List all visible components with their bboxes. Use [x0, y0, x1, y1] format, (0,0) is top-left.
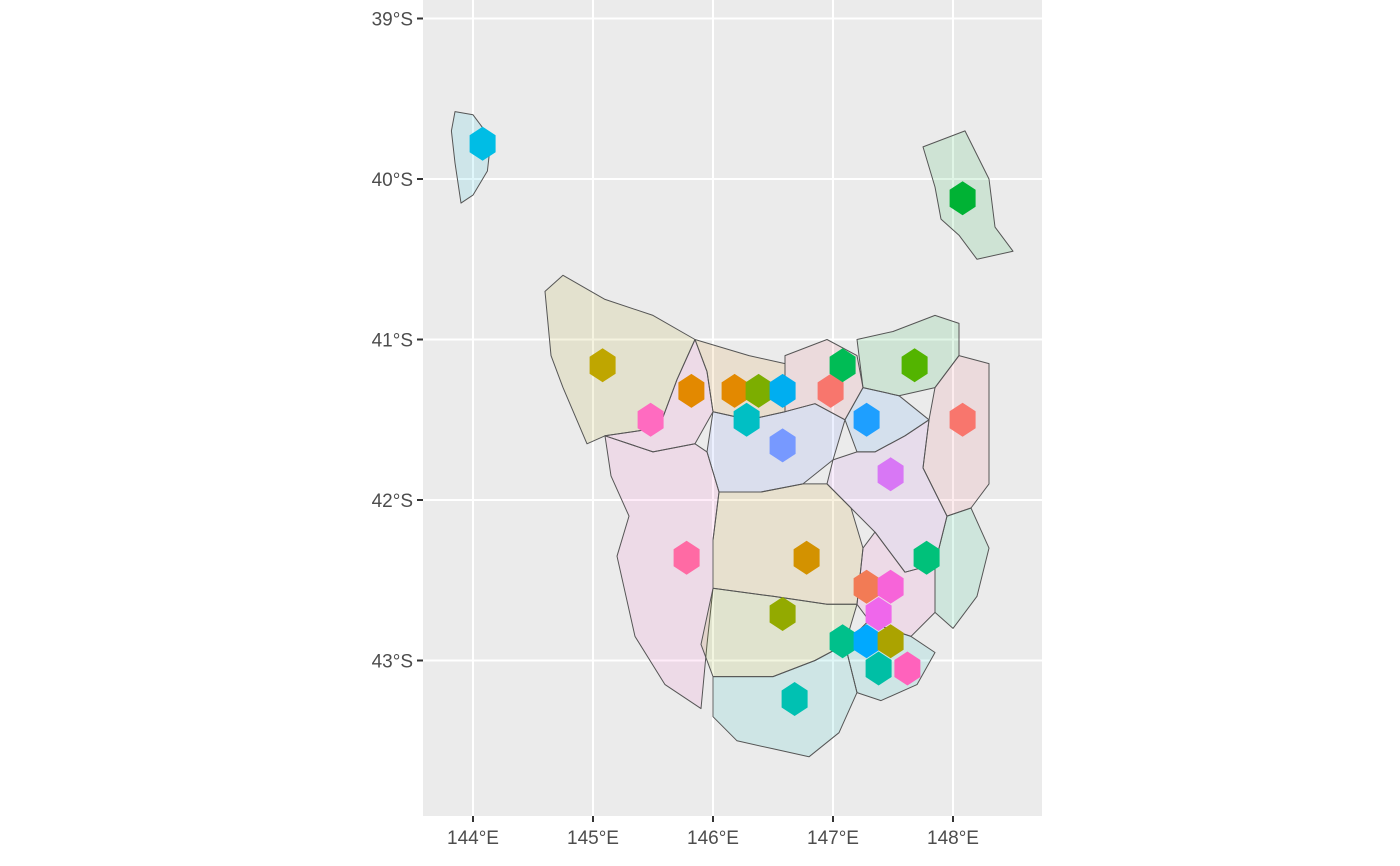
hexagon-marker: [853, 569, 880, 604]
y-tick-label: 41°S: [372, 331, 413, 352]
hexagon-marker: [853, 624, 880, 659]
y-tick-label: 42°S: [372, 491, 413, 512]
hexagon-marker: [793, 540, 820, 575]
hexagon-marker: [865, 651, 892, 686]
hexagon-marker: [733, 402, 760, 437]
panel-background: [423, 0, 1042, 816]
hexagon-marker: [721, 373, 748, 408]
hexagon-marker: [877, 569, 904, 604]
hexagon-marker: [829, 348, 856, 383]
y-tick-label: 43°S: [372, 652, 413, 673]
hexagon-marker: [894, 651, 921, 686]
hexagon-marker: [469, 126, 496, 161]
hexagon-markers: [469, 126, 976, 716]
region-polygon: [604, 435, 720, 710]
hexagon-marker: [877, 624, 904, 659]
hexagon-marker: [673, 540, 700, 575]
hexagon-marker: [865, 597, 892, 631]
hexagon-marker: [913, 540, 940, 575]
hexagon-marker: [769, 597, 796, 631]
hexagon-marker: [829, 624, 856, 659]
hexagon-marker: [745, 373, 772, 408]
hexagon-marker: [637, 402, 664, 437]
grid-lines: [423, 0, 1042, 816]
x-tick-label: 148°E: [927, 828, 979, 849]
hexagon-marker: [817, 373, 844, 408]
y-tick-label: 39°S: [372, 10, 413, 31]
hexagon-marker: [949, 181, 976, 216]
x-tick-label: 145°E: [567, 828, 619, 849]
hexagon-marker: [949, 402, 976, 437]
hexagon-marker: [589, 348, 616, 383]
y-tick-label: 40°S: [372, 170, 413, 191]
x-tick-label: 146°E: [687, 828, 739, 849]
x-tick-label: 144°E: [447, 828, 499, 849]
hexagon-marker: [853, 402, 880, 437]
hexagon-marker: [901, 348, 928, 383]
hexagon-marker: [877, 457, 904, 492]
region-polygon: [712, 483, 864, 605]
hexagon-marker: [781, 682, 808, 716]
x-tick-label: 147°E: [807, 828, 859, 849]
hexagon-marker: [769, 428, 796, 463]
hexagon-marker: [769, 373, 796, 408]
axes: 39°S 40°S 41°S 42°S 43°S 144°E 145°E 146°E 147°E…: [372, 10, 979, 850]
hexagon-marker: [678, 373, 705, 408]
